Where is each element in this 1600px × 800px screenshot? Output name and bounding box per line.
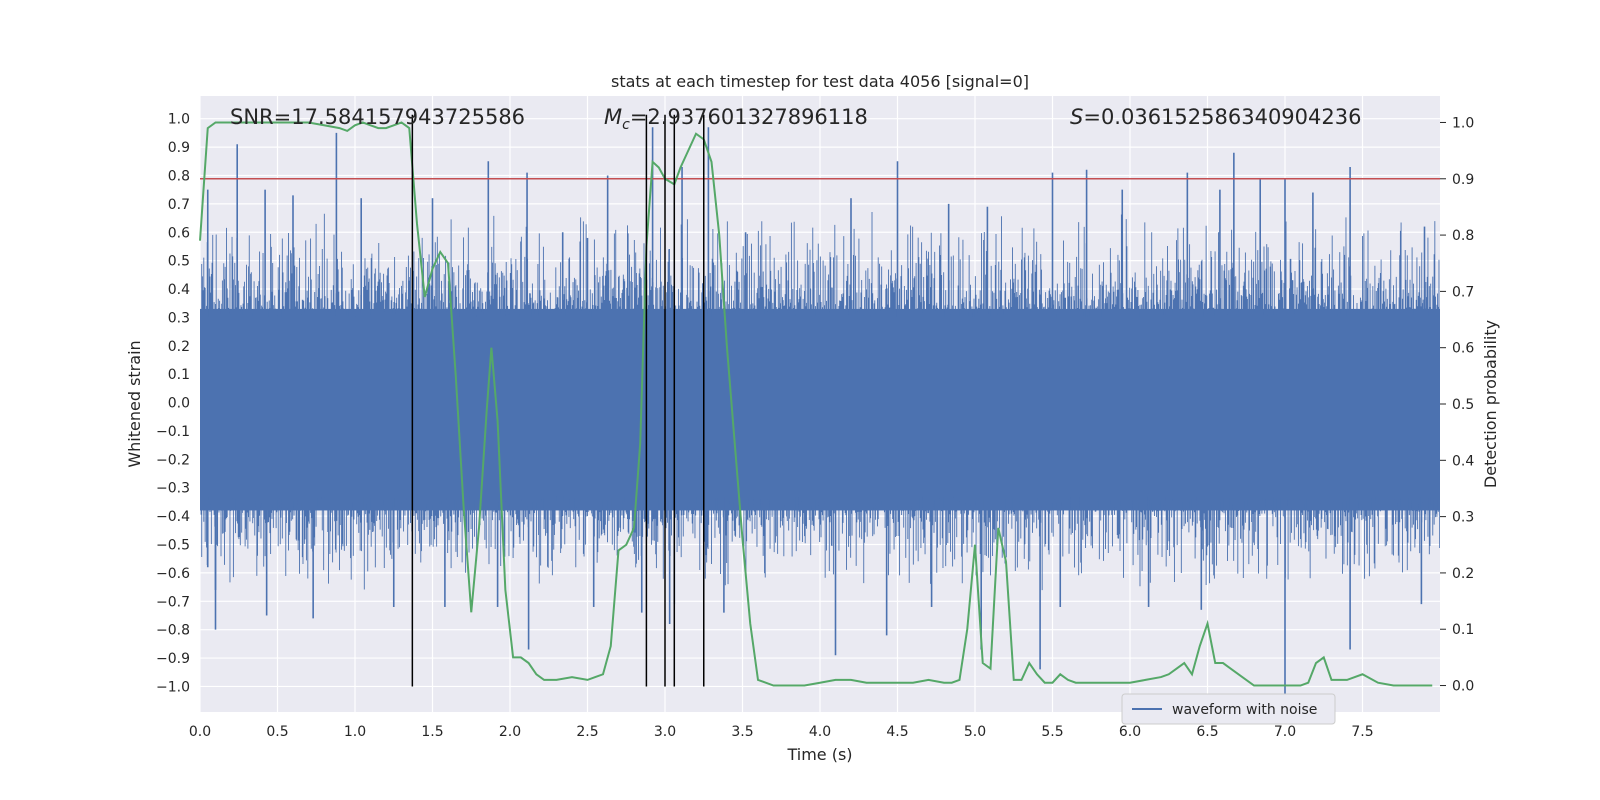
legend: waveform with noise (1121, 693, 1336, 725)
y-tick-label: −0.7 (156, 594, 190, 610)
x-tick-label: 0.0 (189, 724, 211, 740)
s-value: =0.036152586340904236 (1083, 105, 1361, 129)
y-tick-label: −0.4 (156, 509, 190, 525)
x-tick-label: 7.0 (1274, 724, 1296, 740)
y-tick-label: 0.2 (168, 339, 190, 355)
chirp-mass-symbol: M (604, 105, 622, 129)
x-tick-label: 2.0 (499, 724, 521, 740)
y-axis-label: Whitened strain (125, 340, 144, 467)
y-tick-label: 0.0 (168, 396, 190, 412)
detection-probability-line (199, 121, 1433, 687)
overlay-layer (199, 114, 1440, 687)
y-tick-label: 0.8 (168, 168, 190, 184)
legend-label: waveform with noise (1172, 702, 1317, 718)
y-tick-label: −0.9 (156, 651, 190, 667)
x-tick-label: 6.5 (1196, 724, 1218, 740)
waveform-series (200, 127, 1440, 712)
y-tick-label: 0.1 (168, 367, 190, 383)
s-symbol: S (1070, 105, 1083, 129)
chart-title: stats at each timestep for test data 405… (611, 72, 1029, 91)
y2-tick-label: 0.0 (1452, 679, 1474, 695)
chirp-mass-subscript: c (622, 117, 630, 133)
y-tick-label: −0.3 (156, 481, 190, 497)
y2-tick-label: 0.9 (1452, 172, 1474, 188)
legend-box (1121, 693, 1336, 725)
x-axis-label: Time (s) (786, 745, 852, 764)
y-tick-label: −0.1 (156, 424, 190, 440)
axes: 0.0 0.5 1.0 1.5 2.0 2.5 3.0 3.5 4.0 4.5 5.0 5.5 6.0 6… (156, 112, 1474, 740)
x-tick-label: 3.5 (731, 724, 753, 740)
y-tick-label: −1.0 (156, 679, 190, 695)
chirp-mass-annotation: Mc=2.937601327896118 (604, 105, 868, 133)
y-tick-label: 0.5 (168, 254, 190, 270)
y2-tick-label: 0.7 (1452, 284, 1474, 300)
y-tick-label: −0.2 (156, 452, 190, 468)
x-tick-label: 0.5 (266, 724, 288, 740)
y-tick-label: −0.5 (156, 538, 190, 554)
y2-tick-label: 0.2 (1452, 566, 1474, 582)
y2-tick-label: 0.5 (1452, 397, 1474, 413)
y2-tick-label: 1.0 (1452, 115, 1474, 131)
y2-tick-label: 0.6 (1452, 341, 1474, 357)
y-tick-label: −0.8 (156, 623, 190, 639)
x-tick-label: 4.5 (886, 724, 908, 740)
y-tick-label: −0.6 (156, 566, 190, 582)
y-tick-label: 0.7 (168, 197, 190, 213)
x-tick-label: 4.0 (809, 724, 831, 740)
y2-axis-label: Detection probability (1481, 320, 1500, 488)
x-tick-label: 1.0 (344, 724, 366, 740)
y-tick-label: 0.6 (168, 225, 190, 241)
y-tick-label: 0.9 (168, 140, 190, 156)
y-tick-label: 0.4 (168, 282, 190, 298)
s-annotation: S=0.036152586340904236 (1070, 105, 1361, 129)
y-tick-label: 0.3 (168, 310, 190, 326)
y-tick-label: 1.0 (168, 112, 190, 128)
x-tick-label: 7.5 (1351, 724, 1373, 740)
y2-tick-label: 0.3 (1452, 510, 1474, 526)
y2-tick-label: 0.8 (1452, 228, 1474, 244)
x-tick-label: 6.0 (1119, 724, 1141, 740)
snr-annotation: SNR=17.584157943725586 (230, 105, 525, 129)
x-tick-label: 3.0 (654, 724, 676, 740)
x-tick-label: 5.0 (964, 724, 986, 740)
chirp-mass-value: =2.937601327896118 (630, 105, 868, 129)
waveform-trace (200, 211, 1440, 591)
x-tick-label: 1.5 (421, 724, 443, 740)
y2-tick-label: 0.1 (1452, 622, 1474, 638)
waveform-layer (200, 127, 1440, 712)
x-tick-label: 2.5 (576, 724, 598, 740)
x-tick-label: 5.5 (1041, 724, 1063, 740)
y2-tick-label: 0.4 (1452, 453, 1474, 469)
